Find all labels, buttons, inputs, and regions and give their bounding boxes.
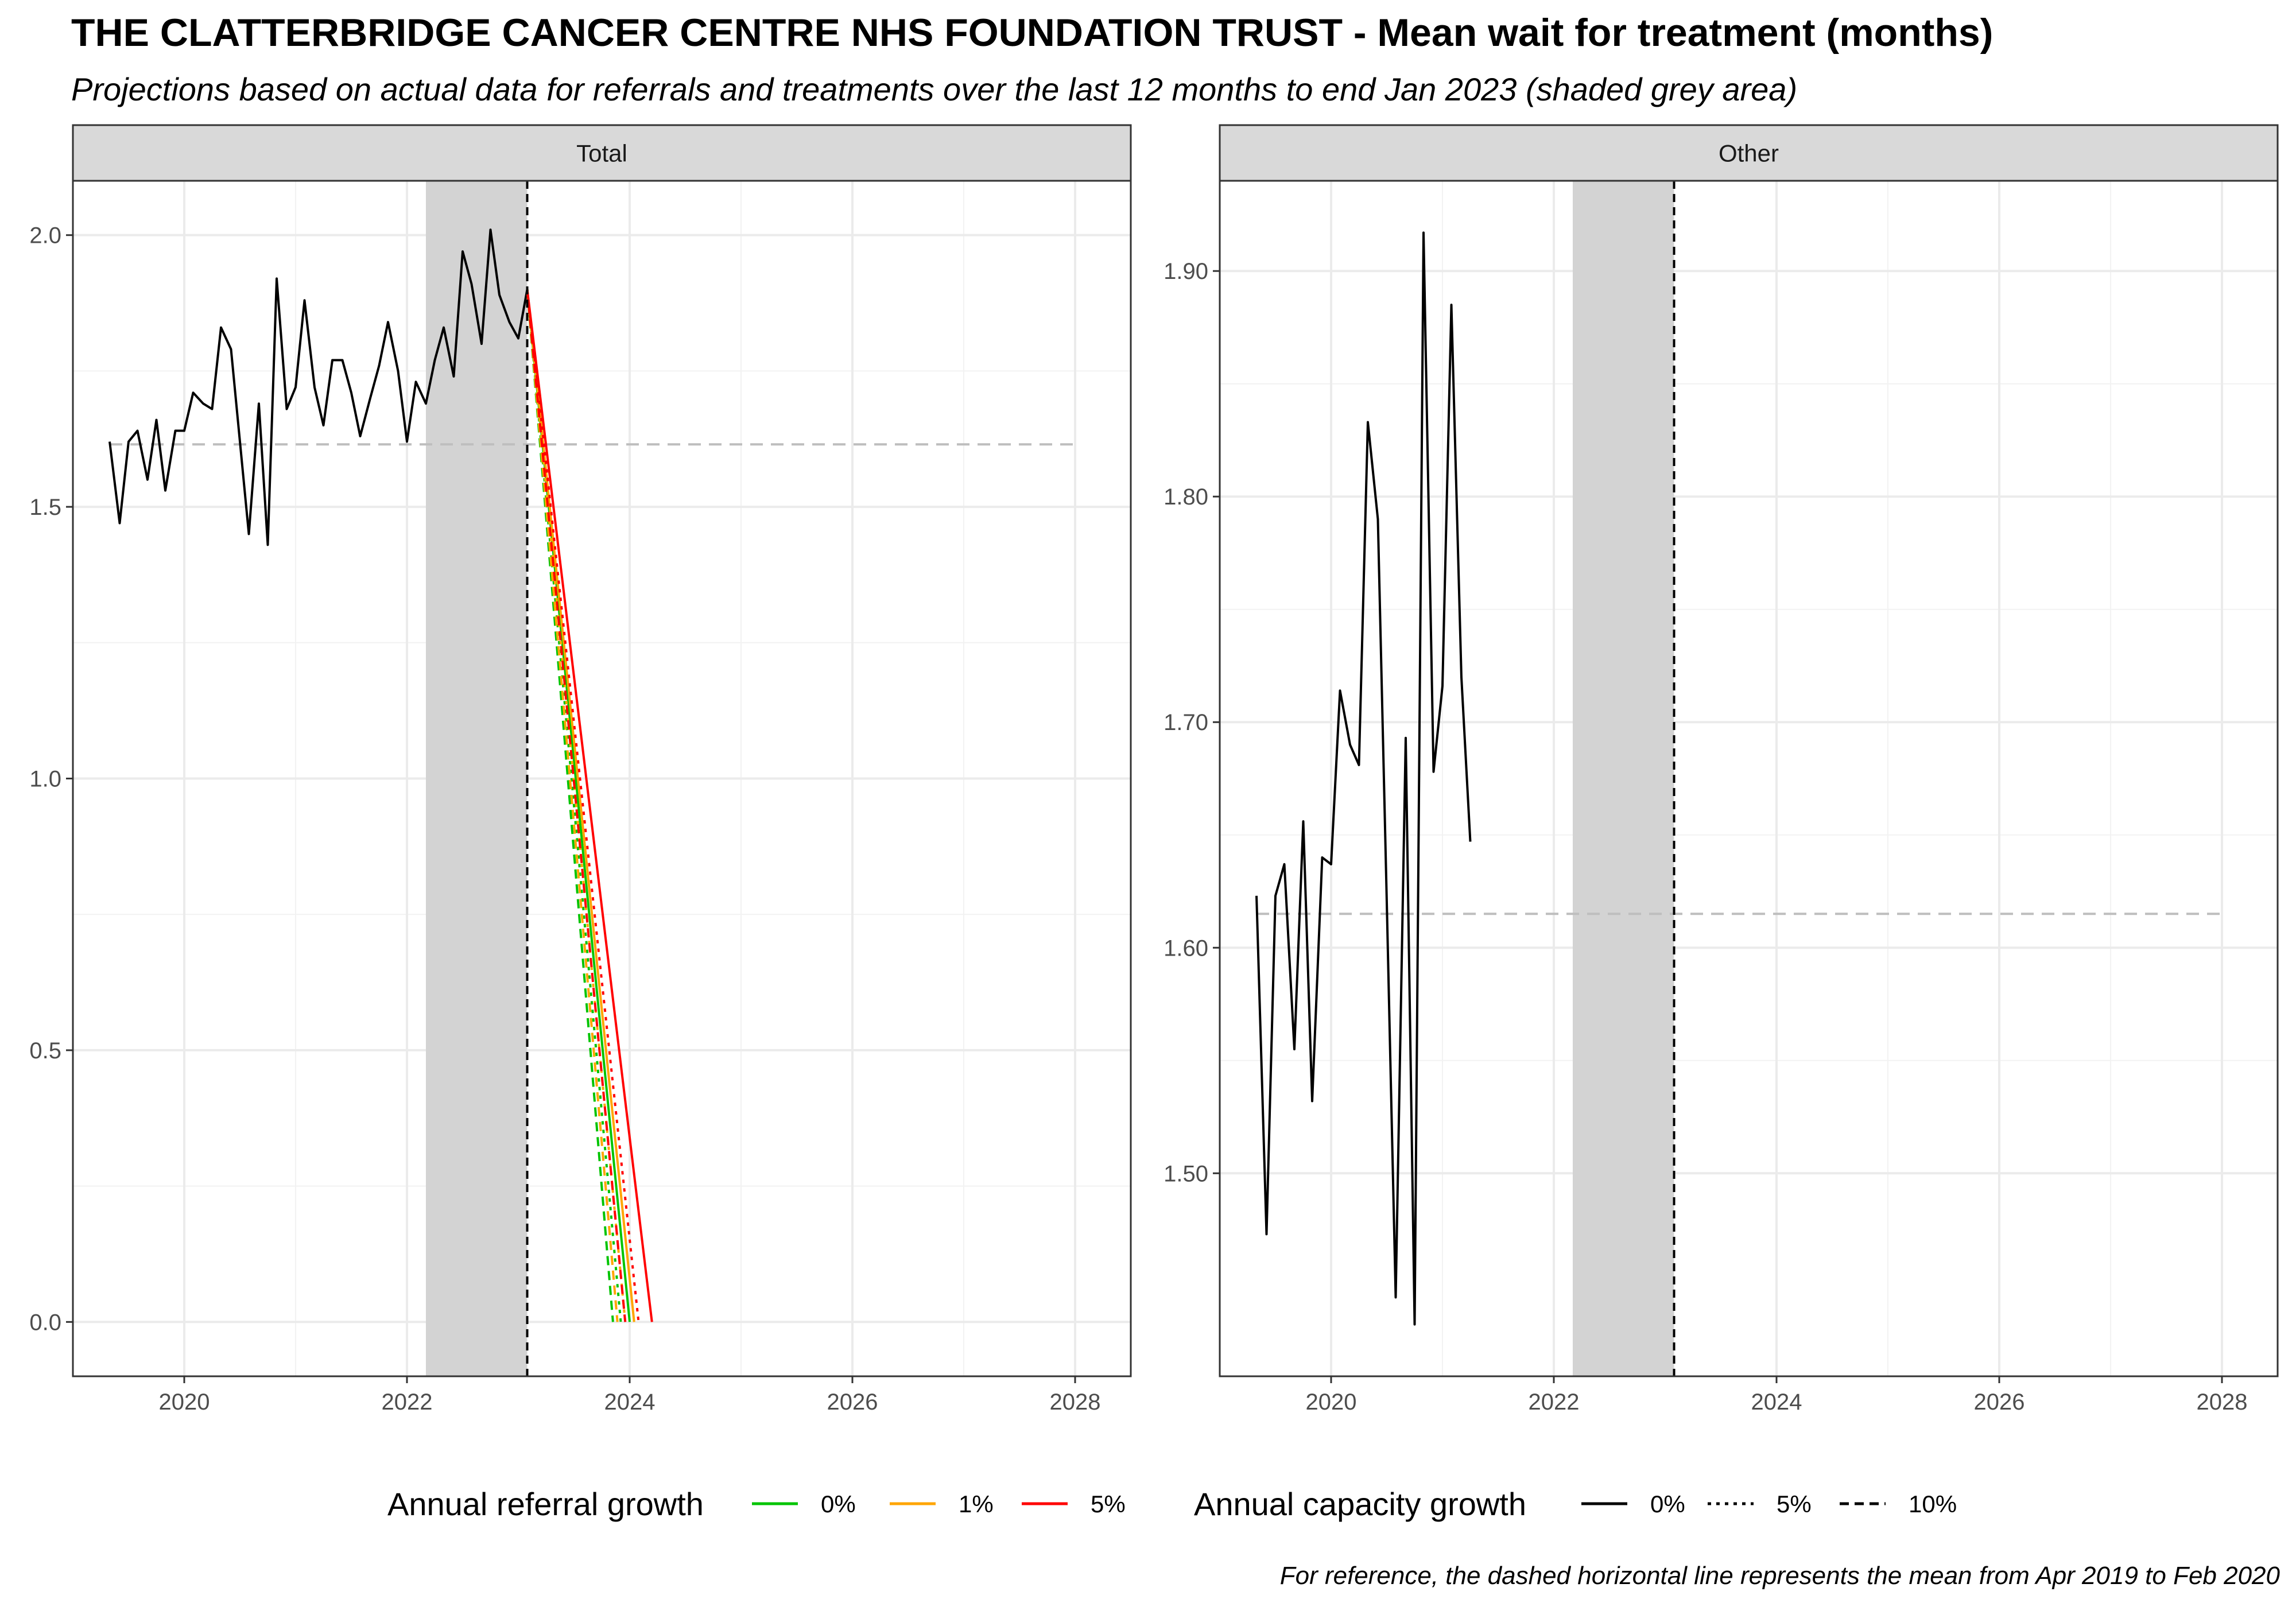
y-tick-label: 0.0: [29, 1310, 61, 1335]
x-tick-label: 2020: [159, 1389, 210, 1415]
series-actual-line: [108, 228, 529, 546]
y-tick-label: 1.60: [1163, 936, 1208, 961]
x-tick-label: 2028: [2197, 1389, 2248, 1415]
legend-label: 1%: [959, 1490, 994, 1517]
x-tick-label: 2024: [604, 1389, 656, 1415]
y-tick-label: 1.0: [29, 767, 61, 792]
legend-capacity-growth: Annual capacity growth 0% 5% 10%: [1194, 1486, 1957, 1522]
series-projection-5pct-cap-5pct: [526, 289, 640, 1322]
y-tick-label: 1.70: [1163, 710, 1208, 735]
x-tick-label: 2022: [382, 1389, 433, 1415]
series-actual-line: [1255, 231, 1472, 1326]
panel-total: Total 0.0 0.5 1.0 1.5 2.0 2020 2022 2024 2026 2028: [29, 124, 1132, 1415]
legend-label: 10%: [1909, 1490, 1957, 1517]
x-tick-label: 2022: [1529, 1389, 1580, 1415]
y-tick-label: 2.0: [29, 223, 61, 249]
panel-strip: [72, 124, 1132, 182]
x-tick-label: 2024: [1751, 1389, 1802, 1415]
panel-strip-label: Other: [1719, 140, 1779, 167]
y-tick-label: 1.80: [1163, 484, 1208, 510]
legend-referral-growth: Annual referral growth 0% 1% 5%: [387, 1486, 1126, 1522]
y-tick-label: 0.5: [29, 1038, 61, 1063]
chart-title: THE CLATTERBRIDGE CANCER CENTRE NHS FOUN…: [71, 11, 1993, 55]
panel-other: Other 1.50 1.60 1.70 1.80 1.90 2020 2022 2024 202…: [1163, 124, 2279, 1415]
series-projection-5pct-cap-10pct: [526, 289, 627, 1322]
chart-subtitle: Projections based on actual data for ref…: [71, 71, 1797, 107]
x-tick-label: 2026: [827, 1389, 878, 1415]
legend-label: 0%: [821, 1490, 856, 1517]
y-tick-label: 1.90: [1163, 259, 1208, 284]
y-tick-label: 1.50: [1163, 1161, 1208, 1186]
legend-capacity-title: Annual capacity growth: [1194, 1486, 1526, 1522]
legend-label: 0%: [1650, 1490, 1685, 1517]
y-tick-label: 1.5: [29, 495, 61, 520]
x-tick-label: 2020: [1306, 1389, 1357, 1415]
x-tick-label: 2028: [1050, 1389, 1101, 1415]
legend-label: 5%: [1777, 1490, 1812, 1517]
shaded-projection-basis: [1572, 181, 1674, 1376]
panel-strip: [1219, 124, 2279, 182]
panel-strip-label: Total: [576, 140, 627, 167]
x-tick-label: 2026: [1974, 1389, 2025, 1415]
legend-label: 5%: [1091, 1490, 1126, 1517]
shaded-projection-basis: [425, 181, 528, 1376]
series-projection-1pct-cap-10pct: [526, 289, 619, 1322]
series-projection-5pct-cap-0pct: [526, 289, 653, 1322]
panel-border: [1219, 180, 2279, 1377]
chart-caption: For reference, the dashed horizontal lin…: [1280, 1562, 2281, 1590]
legend-referral-title: Annual referral growth: [387, 1486, 704, 1522]
